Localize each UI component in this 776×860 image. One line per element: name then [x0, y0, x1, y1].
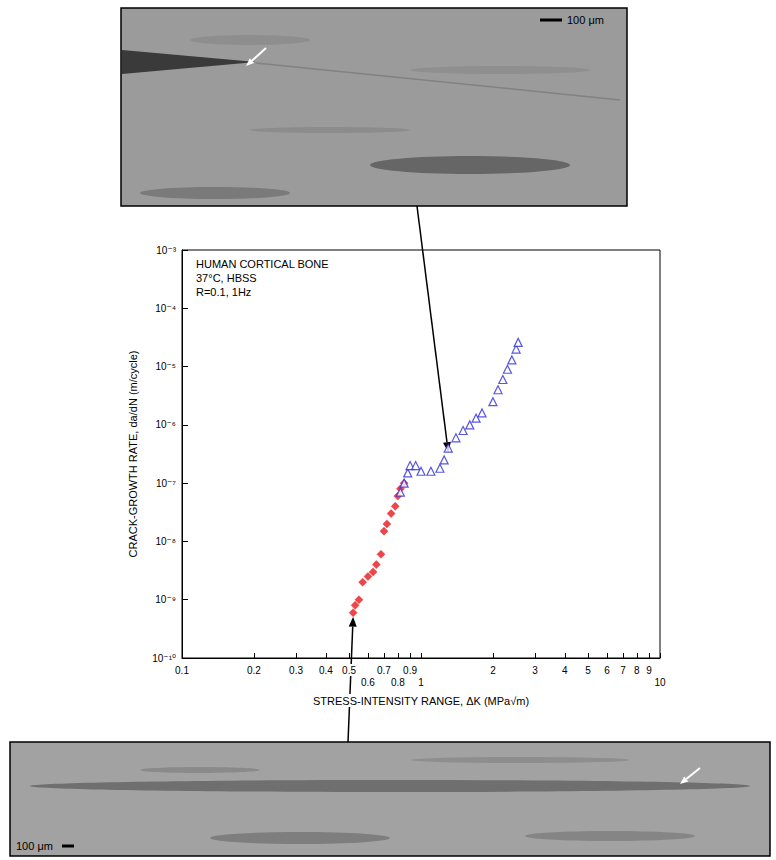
svg-text:6: 6: [604, 665, 610, 676]
svg-text:CRACK-GROWTH RATE, da/dN (m/cy: CRACK-GROWTH RATE, da/dN (m/cycle): [127, 351, 139, 558]
svg-text:0.6: 0.6: [361, 677, 375, 688]
svg-text:3: 3: [532, 665, 538, 676]
svg-text:10⁻⁵: 10⁻⁵: [155, 361, 176, 372]
svg-text:7: 7: [620, 665, 626, 676]
svg-text:5: 5: [585, 665, 591, 676]
svg-text:4: 4: [562, 665, 568, 676]
svg-text:0.8: 0.8: [391, 677, 405, 688]
svg-text:100 μm: 100 μm: [567, 14, 604, 26]
svg-text:0.7: 0.7: [377, 665, 391, 676]
svg-text:8: 8: [634, 665, 640, 676]
svg-text:0.2: 0.2: [247, 665, 261, 676]
svg-text:9: 9: [646, 665, 652, 676]
svg-text:R=0.1, 1Hz: R=0.1, 1Hz: [196, 286, 251, 298]
svg-text:STRESS-INTENSITY RANGE, ΔK (MP: STRESS-INTENSITY RANGE, ΔK (MPa√m): [313, 695, 529, 707]
svg-text:37°C, HBSS: 37°C, HBSS: [196, 272, 257, 284]
svg-text:10⁻⁹: 10⁻⁹: [155, 594, 176, 605]
svg-text:10⁻⁴: 10⁻⁴: [155, 303, 176, 314]
svg-text:10⁻⁸: 10⁻⁸: [155, 536, 176, 547]
svg-text:10⁻⁷: 10⁻⁷: [156, 478, 176, 489]
svg-text:10⁻³: 10⁻³: [156, 245, 176, 256]
svg-text:0.3: 0.3: [289, 665, 303, 676]
svg-text:10⁻⁶: 10⁻⁶: [155, 419, 176, 430]
svg-text:HUMAN CORTICAL BONE: HUMAN CORTICAL BONE: [196, 258, 329, 270]
svg-text:1: 1: [418, 677, 424, 688]
svg-text:0.9: 0.9: [403, 665, 417, 676]
svg-text:0.5: 0.5: [342, 665, 356, 676]
svg-text:10: 10: [654, 677, 666, 688]
svg-text:0.4: 0.4: [319, 665, 333, 676]
svg-text:0.1: 0.1: [175, 665, 189, 676]
svg-text:100 μm: 100 μm: [16, 840, 53, 852]
svg-text:2: 2: [490, 665, 496, 676]
svg-text:10⁻¹⁰: 10⁻¹⁰: [152, 653, 176, 664]
